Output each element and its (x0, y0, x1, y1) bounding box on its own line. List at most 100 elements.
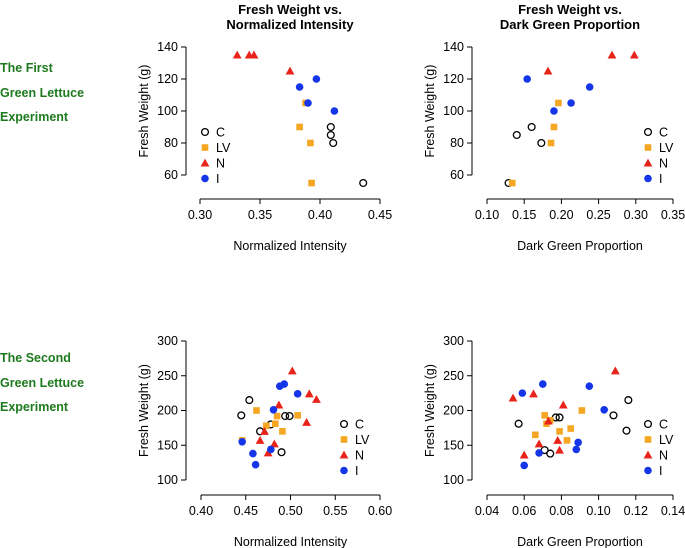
data-point-I (523, 75, 531, 83)
data-point-C (546, 449, 555, 458)
y-tick-label: 140 (157, 40, 178, 54)
legend-marker-C (643, 419, 653, 429)
data-point-I (267, 445, 275, 454)
data-point-I (293, 390, 302, 398)
y-tick-label: 250 (443, 369, 464, 383)
y-axis-title: Fresh Weight (g) (423, 364, 437, 457)
series-LV (508, 99, 562, 187)
data-point-N (285, 66, 295, 75)
data-point-I (585, 83, 594, 91)
data-point-N (249, 50, 259, 59)
legend-label-N: N (659, 449, 668, 463)
panel-second-darkgreen: 100 150 200 250 300 0.04 0.06 0.08 0.10 0.12 0.14 D… (423, 334, 685, 548)
data-point-C (285, 412, 294, 421)
legend-label-C: C (216, 126, 225, 140)
data-point-N (553, 435, 563, 444)
y-tick-label: 150 (157, 438, 178, 452)
data-point-N (302, 417, 312, 426)
row-label-second-line-1: The Second (0, 351, 71, 365)
row-label-first-line-3: Experiment (0, 110, 69, 124)
data-point-C (622, 426, 631, 435)
x-tick-label: 0.10 (475, 208, 499, 222)
data-point-N (274, 400, 284, 409)
legend-marker-I (644, 174, 652, 183)
data-point-LV (253, 407, 260, 414)
legend: CLV NI (643, 418, 674, 478)
legend-label-N: N (216, 157, 225, 171)
data-point-I (574, 438, 582, 447)
legend-marker-LV (201, 144, 209, 151)
data-point-N (255, 435, 265, 444)
x-tick-label: 0.10 (586, 504, 610, 518)
data-point-C (555, 413, 564, 422)
data-point-C (359, 178, 368, 188)
x-tick-label: 0.35 (248, 208, 272, 222)
data-point-I (238, 437, 246, 446)
legend-marker-I (644, 466, 652, 475)
y-tick-label: 120 (157, 72, 178, 86)
x-axis-title: Dark Green Proportion (517, 535, 643, 548)
data-point-N (543, 416, 553, 425)
data-point-LV (556, 428, 563, 435)
series-N (508, 366, 620, 459)
data-point-C (329, 138, 338, 148)
data-point-LV (555, 99, 562, 107)
panel-first-intensity: 60 80 100 120 140 0.30 0.35 0.40 0.45 Normalized … (137, 40, 392, 253)
x-tick-label: 0.45 (368, 208, 392, 222)
data-point-C (326, 130, 335, 140)
data-point-LV (563, 437, 571, 444)
data-point-I (251, 460, 260, 469)
x-tick-label: 0.15 (512, 208, 536, 222)
data-point-I (269, 406, 278, 414)
row-label-second-line-3: Experiment (0, 400, 69, 414)
data-point-I (295, 83, 304, 91)
series-N (543, 50, 639, 75)
title-column-2: Fresh Weight vs. Dark Green Proportion (460, 2, 680, 32)
data-point-I (567, 99, 575, 107)
data-point-C (609, 411, 618, 420)
data-point-N (269, 439, 279, 448)
legend-marker-N (643, 158, 653, 167)
panel-first-darkgreen: 60 80 100 120 140 0.10 0.15 0.20 0.25 0.30 0.35 Dar… (423, 40, 685, 253)
row-label-second-experiment: The Second Green Lettuce Experiment (0, 346, 110, 420)
data-point-LV (541, 412, 548, 419)
data-point-I (600, 406, 608, 414)
data-point-N (304, 389, 314, 398)
legend: CLV NI (643, 126, 674, 186)
title-column-1-line-2: Normalized Intensity (226, 17, 354, 32)
data-point-N (312, 394, 321, 403)
data-point-I (520, 461, 528, 470)
title-column-1: Fresh Weight vs. Normalized Intensity (180, 2, 400, 32)
data-point-I (550, 107, 558, 115)
data-point-C (281, 412, 290, 421)
x-tick-label: 0.04 (475, 504, 499, 518)
data-point-C (237, 411, 246, 420)
legend-marker-I (340, 466, 348, 475)
data-point-LV (273, 412, 281, 420)
x-tick-label: 0.55 (323, 504, 347, 518)
data-point-N (558, 400, 568, 409)
y-tick-label: 140 (443, 40, 464, 54)
data-point-I (518, 389, 527, 397)
x-tick-label: 0.30 (188, 208, 212, 222)
legend: CLV NI (339, 418, 370, 478)
series-N (255, 366, 321, 457)
x-tick-label: 0.40 (308, 208, 332, 222)
data-point-LV (294, 412, 301, 419)
series-C (326, 122, 368, 188)
title-column-1-line-1: Fresh Weight vs. (238, 2, 342, 17)
series-C (504, 122, 546, 188)
x-tick-label: 0.20 (549, 208, 573, 222)
legend-marker-LV (644, 144, 652, 151)
data-point-I (572, 445, 581, 454)
row-label-first-line-2: Green Lettuce (0, 85, 85, 100)
y-tick-label: 100 (157, 104, 178, 118)
data-point-N (508, 393, 518, 402)
y-tick-label: 80 (450, 136, 464, 150)
data-point-I (585, 382, 594, 390)
row-label-second-line-2: Green Lettuce (0, 375, 85, 390)
data-point-LV (550, 123, 558, 131)
legend-marker-N (339, 450, 349, 459)
y-tick-label: 300 (443, 334, 464, 348)
